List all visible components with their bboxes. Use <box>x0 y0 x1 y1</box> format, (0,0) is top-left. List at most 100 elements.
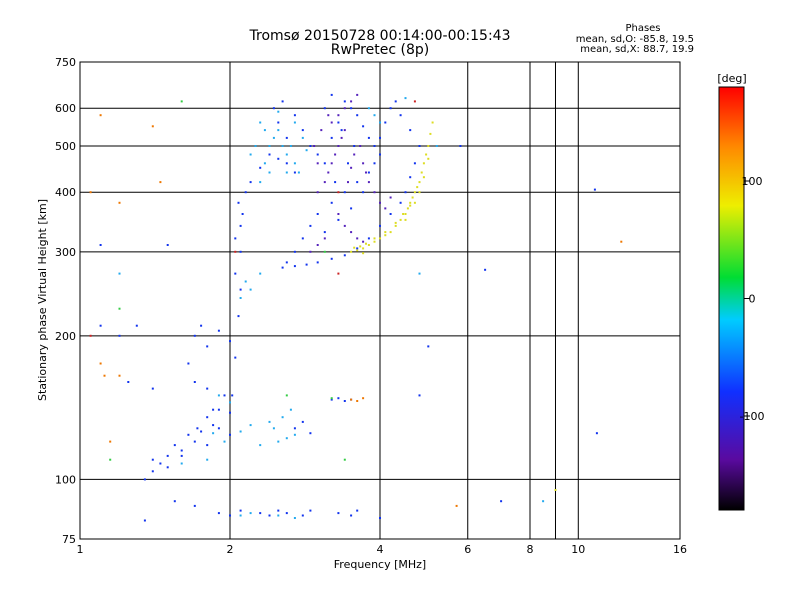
y-tick-label: 500 <box>55 140 76 153</box>
data-point <box>365 171 367 174</box>
data-point <box>239 514 242 517</box>
data-point <box>297 171 300 174</box>
data-point <box>206 444 209 447</box>
stats-o-mode: mean, sd,O: -85.8, 19.5 <box>576 34 694 45</box>
data-point <box>180 100 183 103</box>
data-point <box>356 247 359 250</box>
data-point <box>350 231 353 234</box>
data-point <box>237 201 240 204</box>
data-point <box>427 145 430 147</box>
data-point <box>350 250 353 253</box>
data-point <box>362 397 365 400</box>
data-point <box>285 512 288 515</box>
stats-x-mode: mean, sd,X: 88.7, 19.9 <box>580 44 694 55</box>
data-point <box>362 252 365 255</box>
data-point <box>418 272 421 275</box>
data-point <box>334 181 337 184</box>
data-point <box>109 458 112 461</box>
data-point <box>334 153 337 156</box>
data-point <box>99 244 102 246</box>
data-point <box>362 125 365 128</box>
data-point <box>285 394 288 397</box>
data-point <box>323 162 326 165</box>
data-point <box>166 244 169 246</box>
data-point <box>259 121 262 124</box>
data-point <box>259 181 262 184</box>
data-point <box>406 207 409 210</box>
data-point <box>404 191 407 194</box>
data-point <box>343 107 346 110</box>
data-point <box>249 288 252 291</box>
data-point <box>316 244 319 246</box>
data-point <box>118 307 121 310</box>
data-point <box>135 324 138 327</box>
data-point <box>379 121 381 124</box>
data-point <box>237 315 240 318</box>
data-point <box>229 514 231 517</box>
data-point <box>277 110 280 113</box>
data-point <box>301 514 304 517</box>
data-point <box>193 381 196 383</box>
chart-subtitle: RwPretec (8p) <box>331 42 429 58</box>
data-point <box>394 100 397 103</box>
data-point <box>99 114 102 117</box>
data-point <box>356 114 359 117</box>
data-point <box>330 162 333 165</box>
data-point <box>217 329 220 332</box>
data-point <box>212 424 215 427</box>
data-point <box>173 500 176 503</box>
y-tick-label: 75 <box>62 533 76 546</box>
colorbar-tick-label: 100 <box>742 175 763 188</box>
data-point <box>268 153 271 156</box>
data-point <box>231 394 234 397</box>
data-point <box>337 397 340 400</box>
data-point <box>367 171 370 174</box>
data-point <box>281 145 284 147</box>
data-point <box>166 454 169 457</box>
data-point <box>217 427 220 430</box>
data-point <box>373 191 376 194</box>
data-point <box>309 509 312 512</box>
data-point <box>180 449 183 452</box>
data-point <box>239 509 242 512</box>
data-point <box>277 440 280 443</box>
data-point <box>217 394 220 397</box>
y-tick-label: 100 <box>55 473 76 486</box>
data-point <box>239 288 242 291</box>
data-point <box>350 514 353 517</box>
data-point <box>239 430 242 433</box>
data-point <box>301 136 304 139</box>
data-point <box>343 129 346 132</box>
data-point <box>244 280 247 283</box>
data-point <box>353 246 356 249</box>
colorbar <box>718 86 745 511</box>
data-point <box>196 427 199 430</box>
data-point <box>379 224 381 227</box>
data-point <box>409 129 412 132</box>
x-tick-label: 8 <box>527 543 534 556</box>
data-point <box>316 213 319 215</box>
data-point <box>356 181 359 184</box>
data-point <box>272 107 275 110</box>
data-point <box>455 504 458 507</box>
data-point <box>409 176 412 179</box>
data-point <box>362 240 365 243</box>
data-point <box>249 512 252 515</box>
data-point <box>389 213 392 215</box>
data-point <box>259 166 262 169</box>
data-point <box>330 398 333 401</box>
data-point <box>263 129 266 132</box>
data-point <box>418 181 421 184</box>
data-point <box>337 218 340 221</box>
data-point <box>281 100 284 103</box>
data-point <box>217 512 220 515</box>
data-point <box>337 191 340 194</box>
data-point <box>347 162 349 165</box>
data-point <box>384 207 387 210</box>
data-point <box>309 145 312 147</box>
data-point <box>367 181 370 184</box>
data-point <box>301 129 304 132</box>
data-point <box>356 237 359 240</box>
data-point <box>206 458 209 461</box>
data-point <box>343 224 346 227</box>
